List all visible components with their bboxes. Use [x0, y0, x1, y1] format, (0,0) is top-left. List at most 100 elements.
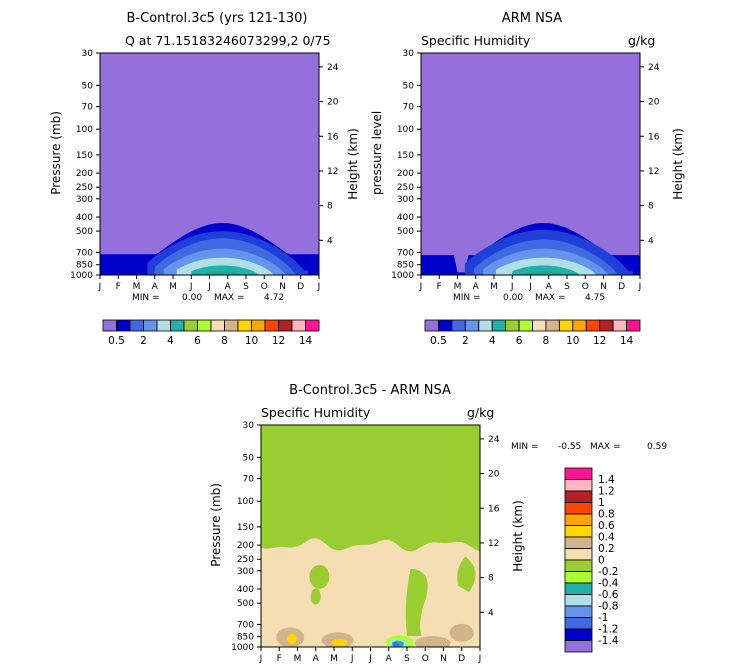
colorbar-label: 1.2: [598, 486, 615, 498]
month-tick-label: M: [169, 282, 177, 292]
height-tick-label: 12: [488, 539, 499, 549]
colorbar-swatch: [564, 594, 593, 607]
pressure-tick-label: 200: [397, 169, 414, 179]
colorbar-label: 2: [462, 335, 469, 347]
month-tick-label: A: [313, 654, 320, 664]
month-tick-label: J: [528, 282, 532, 292]
colorbar-label: -1.4: [598, 635, 619, 647]
height-tick-label: 16: [648, 132, 660, 142]
month-tick-label: O: [422, 654, 429, 664]
height-tick-label: 20: [327, 98, 339, 108]
month-tick-label: A: [473, 282, 480, 292]
colorbar-swatch: [545, 319, 560, 332]
colorbar-swatch: [612, 319, 627, 332]
colorbar-label: 12: [593, 335, 606, 347]
month-tick-label: O: [582, 282, 589, 292]
month-tick-label: M: [330, 654, 338, 664]
height-tick-label: 16: [488, 504, 500, 514]
colorbar-swatch: [224, 319, 239, 332]
colorbar-swatch: [626, 319, 641, 332]
colorbar-label: 4: [489, 335, 496, 347]
pressure-tick-label: 1000: [70, 271, 93, 281]
contour-level-7: [205, 271, 250, 275]
panel-units: g/kg: [628, 33, 655, 48]
height-tick-label: 4: [327, 236, 333, 246]
colorbar-label: -0.2: [598, 566, 619, 578]
month-tick-label: M: [454, 282, 462, 292]
pressure-tick-label: 30: [403, 49, 415, 59]
colorbar-label: 0.8: [598, 509, 615, 521]
colorbar-swatch: [129, 319, 144, 332]
colorbar-swatch: [518, 319, 533, 332]
height-tick-label: 8: [648, 202, 654, 212]
pressure-tick-label: 100: [237, 497, 254, 507]
pressure-tick-label: 250: [76, 183, 93, 193]
month-tick-label: S: [243, 282, 249, 292]
pressure-tick-label: 250: [397, 183, 414, 193]
month-tick-label: D: [297, 282, 304, 292]
colorbar-swatch: [437, 319, 453, 332]
pressure-tick-label: 500: [397, 227, 414, 237]
contour-level-7: [525, 271, 573, 275]
month-tick-label: N: [600, 282, 607, 292]
colorbar-label: 14: [299, 335, 313, 347]
pressure-tick-label: 50: [243, 453, 255, 463]
colorbar-label: 10: [245, 335, 258, 347]
pressure-tick-label: 500: [76, 227, 93, 237]
colorbar-label: 6: [516, 335, 523, 347]
month-tick-label: S: [404, 654, 410, 664]
month-tick-label: A: [225, 282, 232, 292]
pressure-tick-label: 70: [243, 475, 255, 485]
max-value: 0.59: [647, 442, 667, 452]
diff-negative-patch: [310, 588, 321, 605]
month-tick-label: J: [189, 282, 193, 292]
colorbar-label: 0.2: [598, 543, 615, 555]
max-label: MAX =: [590, 442, 621, 452]
month-tick-label: J: [98, 282, 102, 292]
month-tick-label: D: [458, 654, 465, 664]
pressure-tick-label: 150: [397, 151, 414, 161]
y-axis-label: Pressure (mb): [49, 111, 63, 195]
panel-2-field: [421, 53, 640, 275]
colorbar-swatch: [564, 605, 593, 618]
height-tick-label: 4: [488, 608, 494, 618]
max-value: 4.75: [585, 293, 605, 303]
pressure-tick-label: 400: [397, 213, 414, 223]
max-value: 4.72: [264, 293, 284, 303]
colorbar-label: 0.5: [108, 335, 125, 347]
diff-blue-patch: [393, 642, 400, 647]
min-value: -0.55: [558, 442, 581, 452]
month-tick-label: F: [277, 654, 282, 664]
colorbar-swatch: [564, 467, 593, 480]
diff-yellow-patch: [287, 633, 298, 644]
y-axis-label-right: Height (km): [346, 128, 360, 199]
month-tick-label: M: [133, 282, 141, 292]
colorbar-swatch: [564, 582, 593, 595]
month-tick-label: D: [618, 282, 625, 292]
colorbar-swatch: [564, 559, 593, 572]
y-axis-label-right: Height (km): [511, 500, 525, 571]
colorbar-label: 8: [221, 335, 228, 347]
colorbar-label: 12: [272, 335, 285, 347]
pressure-tick-label: 30: [82, 49, 94, 59]
colorbar-label: 0.5: [430, 335, 447, 347]
panel-subtitle: Specific Humidity: [421, 33, 531, 48]
min-value: 0.00: [182, 293, 202, 303]
month-tick-label: F: [116, 282, 121, 292]
pressure-tick-label: 400: [237, 585, 254, 595]
height-tick-label: 24: [327, 63, 339, 73]
month-tick-label: J: [510, 282, 514, 292]
colorbar-swatch: [491, 319, 507, 332]
height-tick-label: 12: [648, 167, 659, 177]
colorbar-swatch: [210, 319, 225, 332]
pressure-tick-label: 500: [237, 599, 254, 609]
colorbar-swatch: [572, 319, 587, 332]
pressure-tick-label: 50: [403, 81, 415, 91]
diff-negative-patch: [309, 564, 330, 589]
pressure-tick-label: 400: [76, 213, 93, 223]
pressure-tick-label: 700: [397, 248, 414, 258]
colorbar-swatch: [237, 319, 252, 332]
pressure-tick-label: 200: [76, 169, 93, 179]
